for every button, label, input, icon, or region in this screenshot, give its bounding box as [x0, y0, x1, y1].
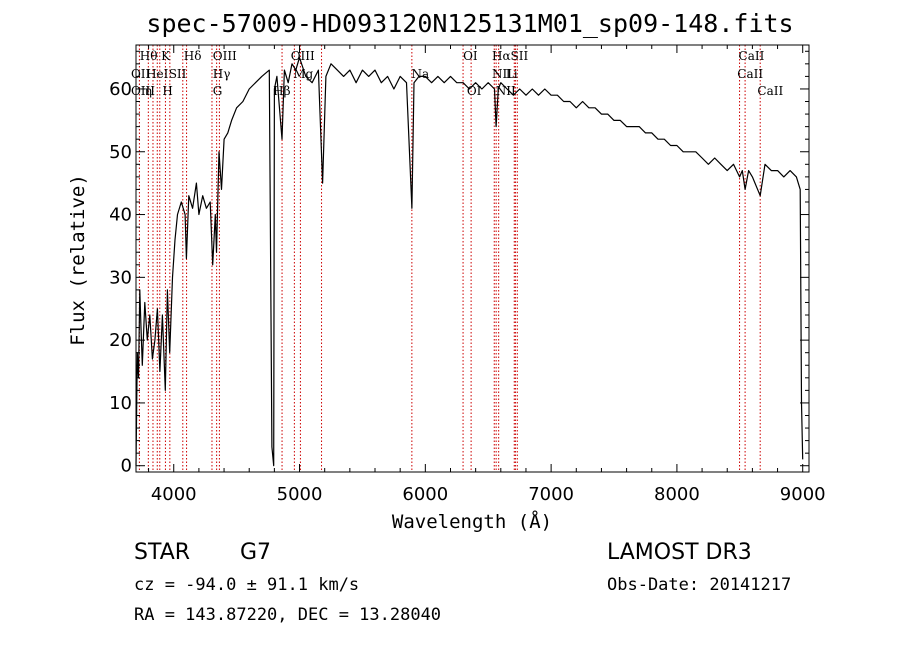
y-tick-label-1: 10	[109, 393, 132, 414]
line-label-19: H	[162, 84, 172, 98]
object-subclass: G7	[240, 540, 271, 565]
x-tick-label-3: 7000	[528, 484, 574, 505]
x-tick-label-0: 4000	[151, 484, 197, 505]
coordinates: RA = 143.87220, DEC = 13.28040	[134, 605, 441, 625]
y-tick-label-0: 0	[121, 456, 132, 477]
redshift-velocity: cz = -94.0 ± 91.1 km/s	[134, 575, 359, 595]
line-label-17: OIII	[131, 84, 155, 98]
survey-name: LAMOST DR3	[607, 540, 752, 565]
x-tick-label-4: 8000	[654, 484, 700, 505]
y-tick-label-5: 50	[109, 142, 132, 163]
line-label-10: SII	[169, 67, 187, 81]
y-axis: 0 10 20 30 40 50 60	[109, 50, 809, 477]
x-tick-label-2: 6000	[402, 484, 448, 505]
chart-title: spec-57009-HD093120N125131M01_sp09-148.f…	[146, 9, 793, 38]
line-label-23: NII	[496, 84, 516, 98]
line-markers	[138, 45, 761, 472]
line-label-21: Hβ	[273, 84, 290, 98]
line-label-13: Na	[411, 67, 429, 81]
observation-date: Obs-Date: 20141217	[607, 575, 791, 595]
line-label-2: Hδ	[184, 49, 202, 63]
y-tick-label-6: 60	[109, 79, 132, 100]
x-tick-label-1: 5000	[277, 484, 323, 505]
line-label-18: η	[145, 84, 152, 98]
x-axis: 4000 5000 6000 7000 8000 9000	[148, 45, 826, 505]
line-label-6: HαSII	[492, 49, 529, 63]
line-label-1: K	[161, 49, 171, 63]
line-label-12: Mg	[293, 67, 313, 81]
line-label-15: Li	[506, 67, 518, 81]
line-label-14: NII	[492, 67, 512, 81]
series-line-0	[135, 56, 804, 467]
line-label-3: OIII	[213, 49, 237, 63]
line-label-7: CaII	[739, 49, 765, 63]
line-label-16: CaII	[737, 67, 763, 81]
line-label-5: OI	[463, 49, 478, 63]
y-tick-label-4: 40	[109, 205, 132, 226]
line-label-0: Hθ	[140, 49, 158, 63]
y-tick-label-3: 30	[109, 267, 132, 288]
plot-frame	[135, 44, 810, 473]
line-label-24: CaII	[757, 84, 783, 98]
line-label-11: Hγ	[213, 67, 231, 81]
y-tick-label-2: 20	[109, 330, 132, 351]
x-tick-label-5: 9000	[780, 484, 826, 505]
spectrum-series	[135, 56, 804, 467]
line-label-20: G	[213, 84, 223, 98]
y-axis-label: Flux (relative)	[67, 174, 89, 346]
line-label-4: OIII	[291, 49, 315, 63]
line-label-9: HeI	[146, 67, 169, 81]
object-class: STAR	[134, 540, 190, 565]
x-axis-label: Wavelength (Å)	[392, 510, 552, 533]
